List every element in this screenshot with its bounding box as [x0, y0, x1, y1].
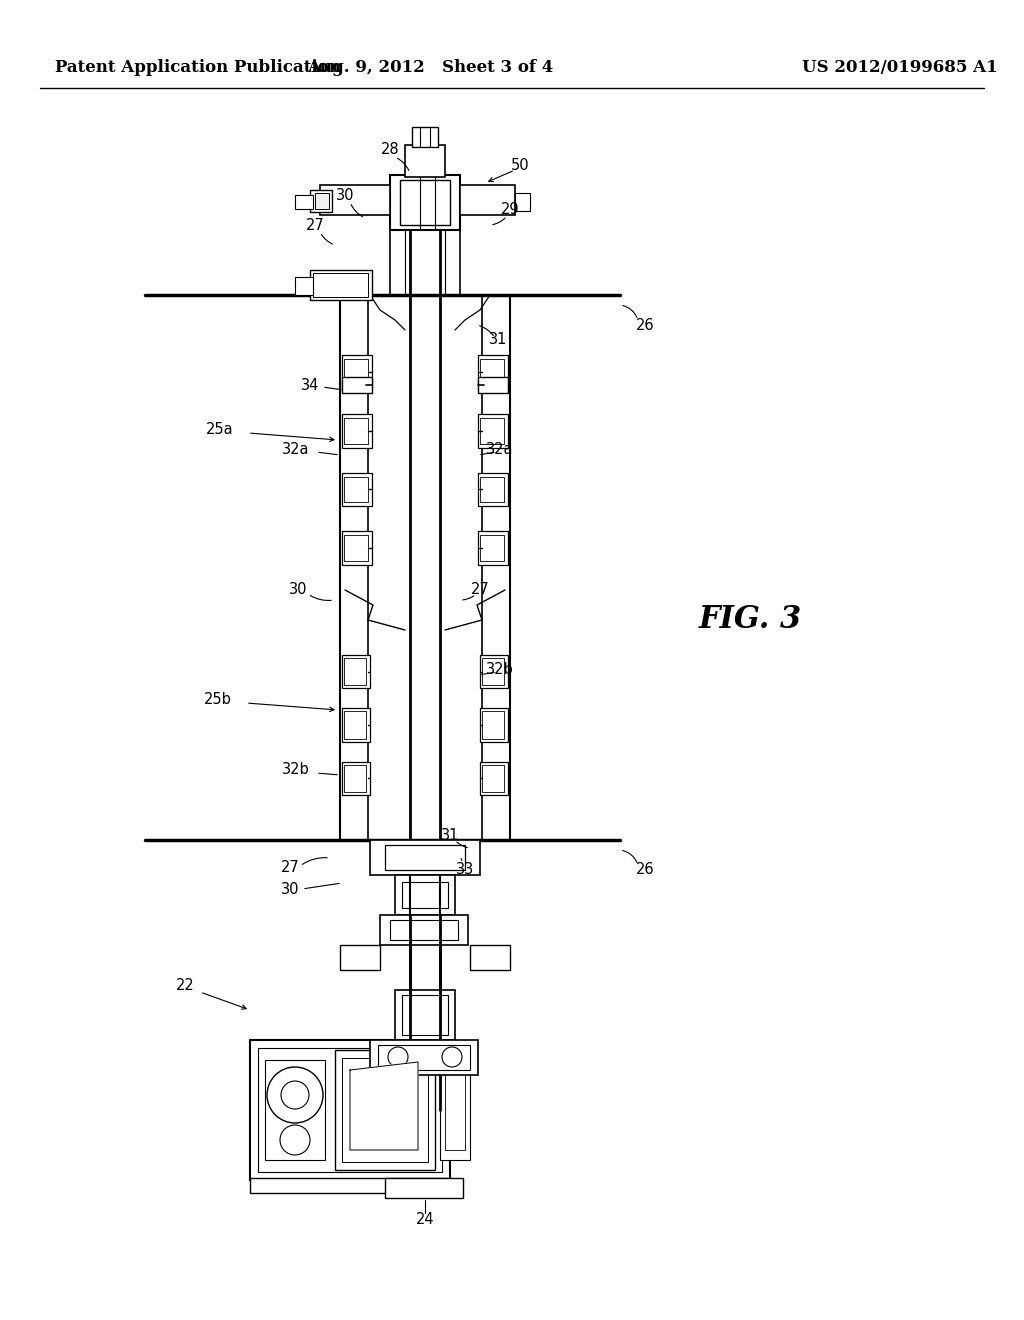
- Bar: [310, 190, 332, 213]
- Bar: [258, 1048, 442, 1172]
- Bar: [440, 1060, 470, 1160]
- Bar: [406, 145, 445, 177]
- Bar: [480, 417, 504, 444]
- Bar: [380, 915, 468, 945]
- Bar: [390, 920, 458, 940]
- Text: 26: 26: [636, 318, 654, 333]
- Bar: [342, 378, 372, 393]
- Circle shape: [281, 1081, 309, 1109]
- Bar: [295, 277, 313, 294]
- Bar: [412, 127, 438, 147]
- Bar: [250, 1177, 450, 1193]
- Bar: [340, 945, 380, 970]
- Bar: [480, 709, 508, 742]
- Text: 31: 31: [488, 333, 507, 347]
- Polygon shape: [350, 1063, 418, 1150]
- Circle shape: [388, 1047, 408, 1067]
- Bar: [480, 762, 508, 795]
- Bar: [342, 355, 372, 389]
- Bar: [342, 1059, 428, 1162]
- Text: 34: 34: [301, 378, 319, 392]
- Bar: [315, 193, 329, 209]
- Text: 30: 30: [336, 187, 354, 202]
- Bar: [385, 1177, 463, 1199]
- Bar: [378, 1045, 470, 1071]
- Bar: [370, 840, 480, 875]
- Bar: [370, 1040, 478, 1074]
- Bar: [445, 1071, 465, 1150]
- Bar: [342, 709, 370, 742]
- Text: 24: 24: [416, 1213, 434, 1228]
- Bar: [385, 845, 465, 870]
- Text: 32b: 32b: [486, 663, 514, 677]
- Text: 29: 29: [501, 202, 519, 218]
- Bar: [335, 1049, 435, 1170]
- Bar: [319, 185, 390, 215]
- Bar: [342, 413, 372, 447]
- Text: 31: 31: [440, 828, 459, 842]
- Bar: [250, 1040, 450, 1180]
- Circle shape: [280, 1125, 310, 1155]
- Bar: [342, 473, 372, 507]
- Bar: [295, 195, 313, 209]
- Text: 27: 27: [305, 218, 325, 232]
- Text: 28: 28: [381, 143, 399, 157]
- Bar: [344, 657, 366, 685]
- Bar: [395, 990, 455, 1040]
- Bar: [344, 417, 368, 444]
- Bar: [402, 995, 449, 1035]
- Text: 32a: 32a: [283, 442, 309, 458]
- Text: 32b: 32b: [283, 763, 310, 777]
- Bar: [478, 413, 508, 447]
- Bar: [478, 473, 508, 507]
- Bar: [515, 193, 530, 211]
- Bar: [344, 764, 366, 792]
- Text: FIG. 3: FIG. 3: [698, 605, 802, 635]
- Bar: [482, 657, 504, 685]
- Text: 30: 30: [281, 883, 299, 898]
- Bar: [313, 273, 368, 297]
- Bar: [342, 531, 372, 565]
- Text: 27: 27: [471, 582, 489, 598]
- Text: 27: 27: [281, 861, 299, 875]
- Bar: [460, 185, 515, 215]
- Bar: [265, 1060, 325, 1160]
- Text: 32a: 32a: [486, 442, 514, 458]
- Bar: [344, 359, 368, 384]
- Bar: [344, 477, 368, 502]
- Bar: [400, 180, 450, 224]
- Text: 26: 26: [636, 862, 654, 878]
- Bar: [402, 882, 449, 908]
- Bar: [342, 655, 370, 688]
- Bar: [390, 176, 460, 230]
- Text: 25a: 25a: [206, 422, 233, 437]
- Bar: [478, 355, 508, 389]
- Text: Aug. 9, 2012   Sheet 3 of 4: Aug. 9, 2012 Sheet 3 of 4: [307, 59, 553, 77]
- Text: 25b: 25b: [204, 693, 232, 708]
- Bar: [480, 655, 508, 688]
- Bar: [482, 764, 504, 792]
- Text: 50: 50: [511, 157, 529, 173]
- Bar: [478, 531, 508, 565]
- Bar: [344, 711, 366, 739]
- Bar: [470, 945, 510, 970]
- Text: 33: 33: [456, 862, 474, 878]
- Text: US 2012/0199685 A1: US 2012/0199685 A1: [802, 59, 997, 77]
- Text: 30: 30: [289, 582, 307, 598]
- Bar: [310, 271, 372, 300]
- Text: 22: 22: [176, 978, 195, 993]
- Bar: [480, 535, 504, 561]
- Circle shape: [442, 1047, 462, 1067]
- Bar: [395, 875, 455, 915]
- Bar: [478, 378, 508, 393]
- Circle shape: [267, 1067, 323, 1123]
- Bar: [480, 477, 504, 502]
- Bar: [482, 711, 504, 739]
- Bar: [344, 535, 368, 561]
- Text: Patent Application Publication: Patent Application Publication: [55, 59, 341, 77]
- Bar: [480, 359, 504, 384]
- Bar: [342, 762, 370, 795]
